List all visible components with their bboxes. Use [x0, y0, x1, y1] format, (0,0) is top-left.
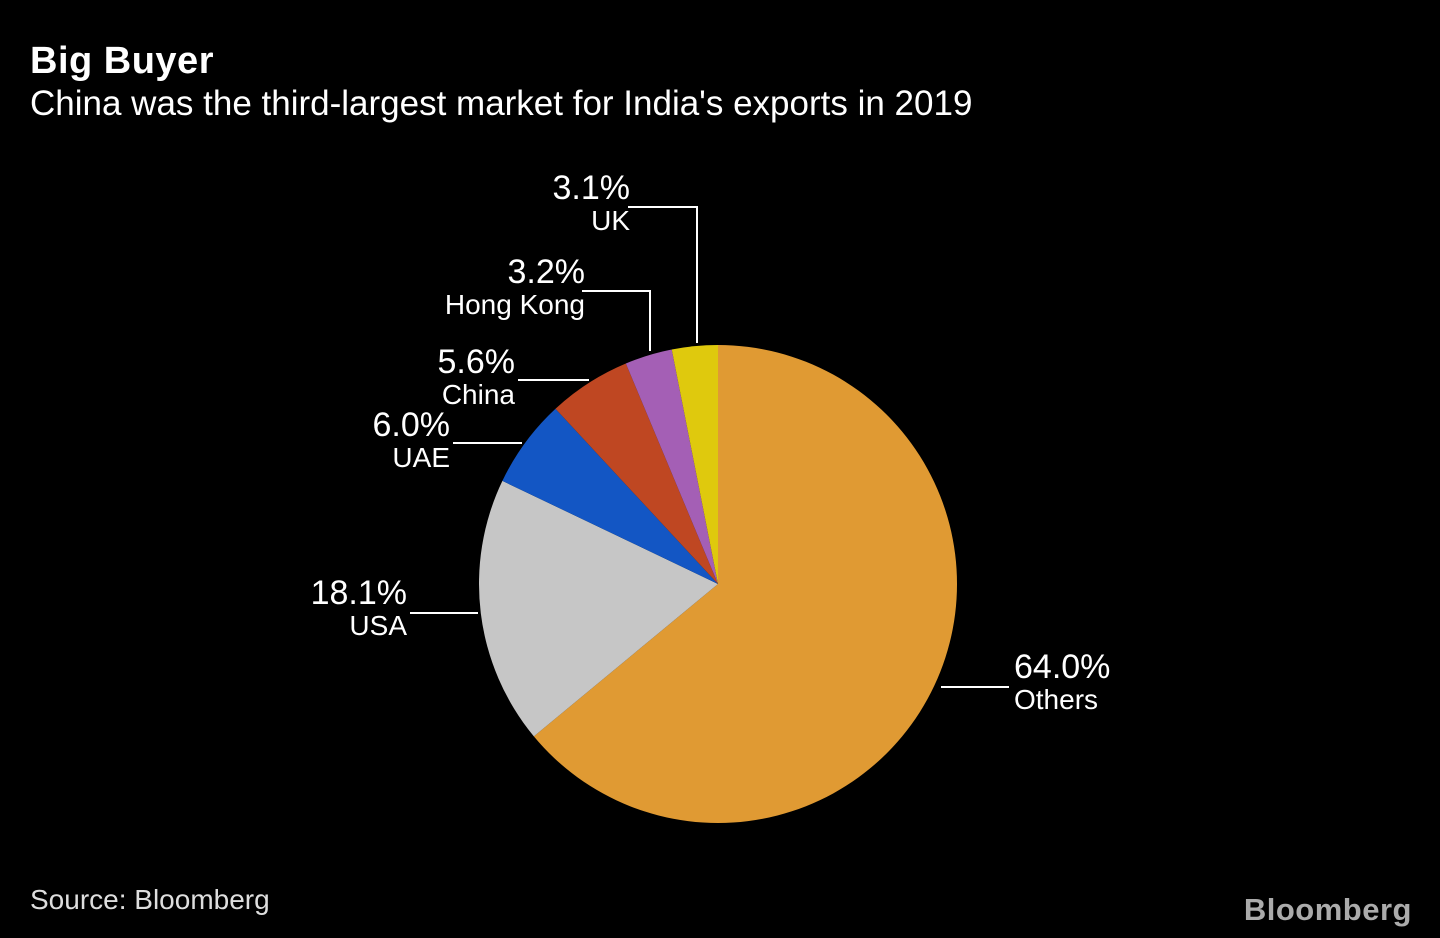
callout-others-name: Others: [1014, 684, 1099, 715]
pie-slice-others: [533, 344, 958, 823]
leader-line-uk: [628, 206, 698, 343]
leader-lines: [410, 206, 1009, 688]
callout-usa: 18.1% USA: [311, 575, 407, 641]
pie-slice-usa: [479, 480, 718, 737]
leader-line-hong-kong: [582, 290, 651, 351]
callout-uk-name: UK: [591, 205, 630, 236]
pie-slice-uk: [671, 345, 718, 584]
callout-usa-name: USA: [349, 610, 407, 641]
callout-uk-value: 3.1%: [552, 169, 631, 207]
callout-uae: 6.0% UAE: [373, 407, 451, 473]
callout-hong-kong-name: Hong Kong: [444, 289, 585, 320]
pie-slice-china: [555, 363, 718, 584]
callout-others-value: 64.0%: [1014, 648, 1111, 686]
pie-slice-hong-kong: [625, 349, 718, 584]
page-subtitle: China was the third-largest market for I…: [30, 84, 973, 123]
callout-usa-value: 18.1%: [310, 574, 407, 612]
pie-slices: [479, 344, 958, 823]
callout-uae-value: 6.0%: [372, 406, 451, 444]
callout-uk: 3.1% UK: [553, 170, 631, 236]
bloomberg-logo: Bloomberg: [1243, 892, 1412, 927]
source-attribution: Source: Bloomberg: [30, 884, 270, 915]
callout-others: 64.0% Others: [1014, 649, 1110, 715]
callout-hong-kong-value: 3.2%: [507, 253, 586, 291]
page-title: Big Buyer: [30, 40, 214, 82]
callout-china: 5.6% China: [438, 344, 516, 410]
callout-china-value: 5.6%: [437, 343, 516, 381]
callout-hong-kong: 3.2% Hong Kong: [445, 254, 585, 320]
callout-uae-name: UAE: [392, 442, 450, 473]
pie-slice-uae: [502, 408, 718, 584]
callout-china-name: China: [441, 379, 515, 410]
